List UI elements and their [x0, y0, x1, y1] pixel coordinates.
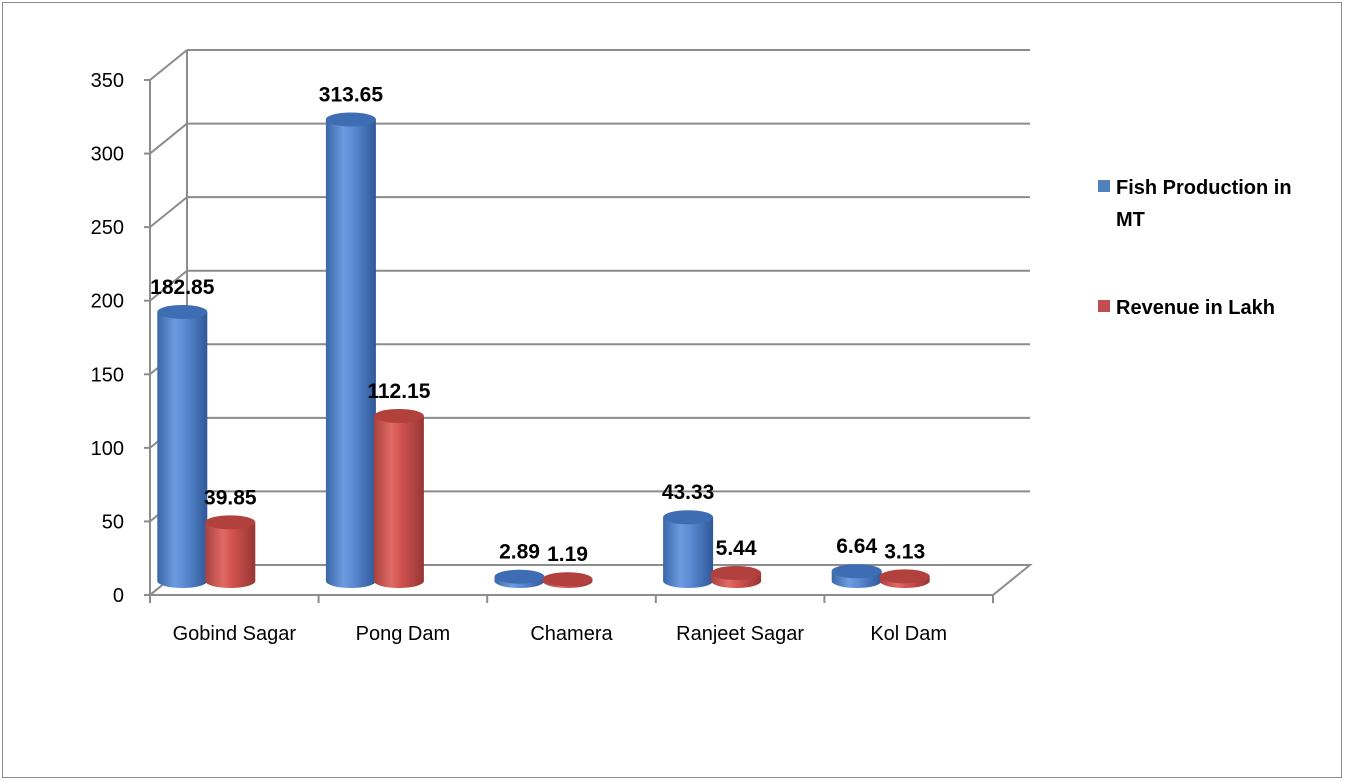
x-tick-label: Gobind Sagar	[173, 623, 297, 645]
y-tick-label: 350	[91, 70, 124, 92]
data-label: 2.89	[499, 541, 540, 564]
data-label: 39.85	[204, 486, 257, 509]
y-tick-label: 200	[91, 291, 124, 313]
bar-fish-production	[157, 304, 208, 588]
x-tick-label: Kol Dam	[870, 623, 947, 645]
legend-label-revenue: Revenue in Lakh	[1116, 297, 1275, 319]
data-label: 3.13	[884, 540, 925, 563]
data-label: 6.64	[836, 535, 877, 558]
gridline-diagonal	[149, 269, 188, 302]
x-tick-label: Pong Dam	[356, 623, 451, 645]
legend-swatch-revenue	[1098, 300, 1110, 312]
bar-fish-production	[325, 112, 376, 589]
data-label: 1.19	[547, 543, 588, 566]
y-tick-label: 250	[91, 217, 124, 239]
legend-label-fish-production: Fish Production in MT	[1116, 177, 1292, 231]
bar-revenue	[879, 569, 930, 588]
bar-revenue	[205, 515, 256, 588]
data-label: 313.65	[319, 83, 384, 106]
bar-fish-production	[494, 569, 545, 588]
gridline-diagonal	[149, 49, 188, 81]
bar-fish-production	[663, 510, 714, 588]
bar-revenue	[711, 565, 762, 588]
y-tick-label: 300	[91, 144, 124, 166]
bar-fish-production	[831, 564, 882, 588]
legend: Fish Production in MT Revenue in Lakh	[1098, 172, 1328, 380]
gridline-diagonal	[149, 196, 188, 228]
data-label: 5.44	[716, 537, 757, 560]
legend-swatch-fish-production	[1098, 180, 1110, 192]
y-tick-label: 0	[113, 585, 124, 607]
x-tick-label: Chamera	[530, 623, 613, 645]
x-tick-label: Ranjeet Sagar	[676, 623, 804, 645]
y-tick-label: 50	[102, 511, 124, 533]
bar-revenue	[373, 408, 424, 588]
legend-item-revenue: Revenue in Lakh	[1098, 292, 1328, 324]
y-tick-label: 100	[91, 438, 124, 460]
y-tick-label: 150	[91, 364, 124, 386]
gridline-diagonal	[149, 122, 188, 155]
data-label: 112.15	[367, 380, 430, 403]
data-label: 43.33	[662, 481, 715, 504]
legend-item-fish-production: Fish Production in MT	[1098, 172, 1328, 236]
data-label: 182.85	[150, 276, 215, 299]
bar-revenue	[542, 572, 593, 588]
